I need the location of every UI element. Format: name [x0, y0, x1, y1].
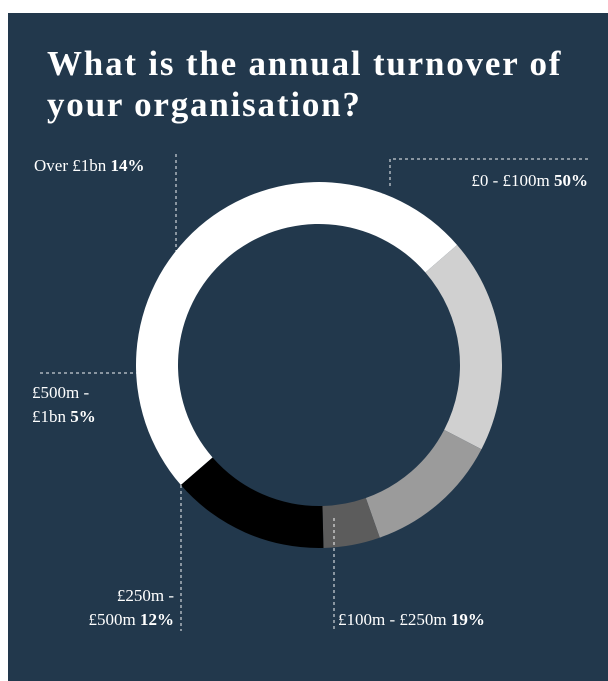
donut-slice-0 — [136, 181, 458, 486]
chart-panel: What is the annual turnover of your orga… — [8, 13, 608, 681]
slice-label-3-name: £1bn — [32, 407, 71, 426]
chart-title: What is the annual turnover of your orga… — [47, 44, 563, 124]
slice-label-4-percent: 14% — [110, 156, 145, 175]
donut-chart — [40, 154, 588, 631]
donut-slice-2 — [365, 429, 482, 538]
leader-line-slice-0 — [389, 158, 588, 188]
slice-label-0-percent: 50% — [554, 171, 588, 190]
slice-label-3-percent: 5% — [70, 407, 96, 426]
slice-label-2-name: £500m — [88, 610, 140, 629]
slice-label-2-percent: 12% — [140, 610, 174, 629]
slice-label-0-name: £0 - £100m — [471, 171, 554, 190]
slice-label-1-percent: 19% — [450, 610, 485, 629]
slice-label-over-1bn: Over £1bn 14% — [34, 154, 144, 178]
donut-slices — [136, 181, 502, 548]
slice-label-250m-to-500m: £250m - £500m 12% — [89, 584, 174, 632]
slice-label-500m-to-1bn: £500m - £1bn 5% — [32, 381, 96, 429]
slice-label-2-line-1: £250m - — [116, 586, 174, 605]
slice-label-4-name: Over £1bn — [34, 156, 111, 175]
donut-slice-4 — [180, 457, 324, 548]
donut-slice-1 — [425, 244, 502, 450]
donut-slice-3 — [322, 497, 380, 548]
slice-label-0-to-100m: £0 - £100m 50% — [471, 169, 588, 193]
slice-label-1-name: £100m - £250m — [338, 610, 451, 629]
slice-label-100m-to-250m: £100m - £250m 19% — [338, 608, 485, 632]
slice-label-3-line-1: £500m - — [32, 383, 90, 402]
